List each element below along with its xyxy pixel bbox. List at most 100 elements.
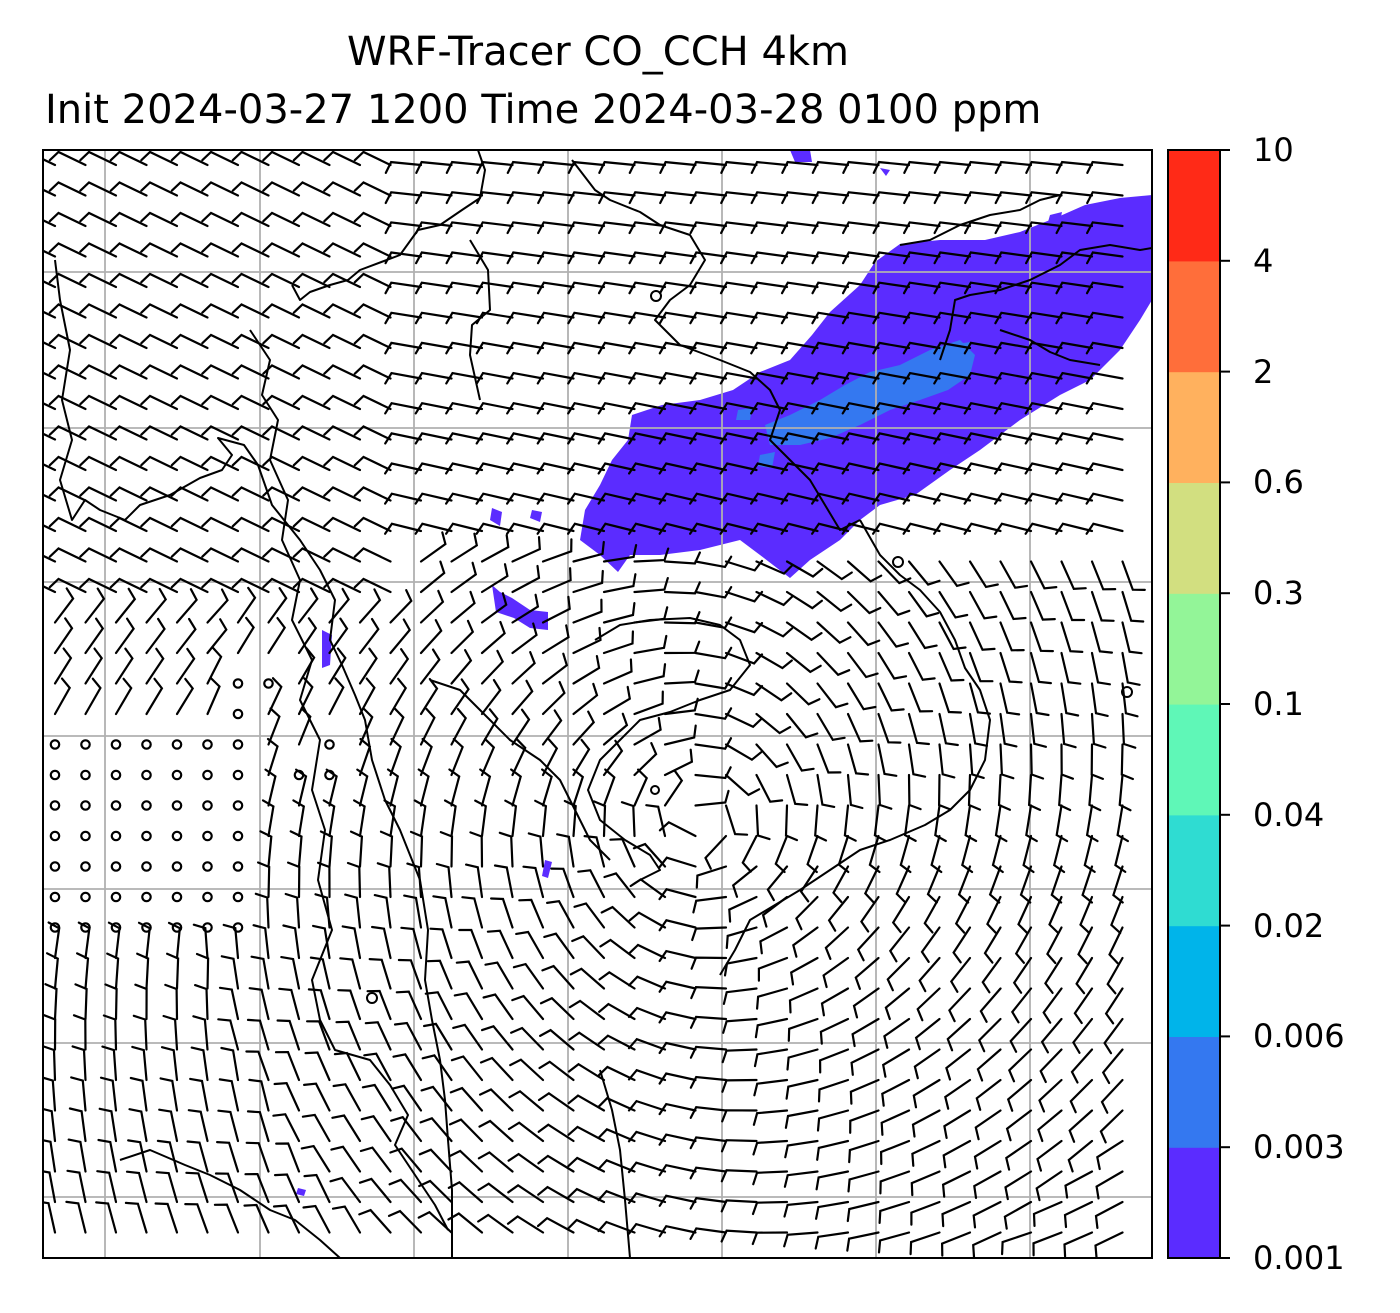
wind-barb	[963, 281, 1002, 295]
wind-barb	[994, 341, 1033, 355]
wind-barb	[567, 281, 606, 295]
wind-barb	[598, 251, 636, 265]
wind-barb	[964, 804, 978, 843]
wind-barb	[567, 371, 606, 385]
wind-barb	[515, 930, 545, 960]
wind-barb	[597, 1189, 636, 1204]
wind-barb	[159, 1077, 179, 1112]
wind-barb	[145, 647, 165, 685]
wind-barb	[387, 1209, 423, 1234]
wind-barb	[659, 191, 697, 205]
wind-barb	[48, 272, 87, 289]
wind-barb	[162, 1014, 179, 1051]
wind-barb	[1032, 1200, 1063, 1227]
wind-barb	[231, 181, 270, 197]
wind-barb	[963, 371, 1002, 385]
wind-barb	[597, 1096, 636, 1112]
wind-barb	[384, 462, 423, 475]
wind-barb	[1029, 590, 1056, 621]
wind-barb	[353, 486, 392, 502]
wind-barb	[384, 221, 423, 235]
colorbar-tick-label: 4	[1253, 241, 1274, 280]
colorbar-band	[1168, 1147, 1220, 1259]
wind-barb	[964, 160, 1002, 174]
wind-barb	[1024, 311, 1063, 325]
wind-barb	[1024, 371, 1063, 385]
wind-barb	[124, 1201, 148, 1234]
wind-barb	[477, 1213, 514, 1234]
wind-barb	[287, 861, 301, 899]
wind-barb	[789, 956, 819, 986]
coastline-mid	[429, 679, 611, 861]
wind-barb	[848, 1139, 880, 1164]
wind-barb	[541, 538, 573, 563]
wind-barb	[963, 401, 1002, 415]
wind-barb	[125, 1170, 148, 1204]
colorbar-tick-label: 0.04	[1253, 795, 1325, 834]
wind-barb	[418, 1179, 453, 1204]
wind-barb	[872, 432, 911, 445]
wind-barb	[1064, 1170, 1094, 1199]
wind-barb	[323, 303, 362, 319]
wind-barb	[786, 1048, 819, 1071]
wind-barb	[432, 895, 453, 929]
wind-barb	[379, 830, 394, 868]
wind-barb	[766, 865, 789, 902]
wind-barb	[724, 773, 761, 797]
wind-barb	[364, 1021, 392, 1051]
colorbar-band	[1168, 260, 1220, 373]
wind-barb	[658, 1133, 697, 1146]
wind-barb	[720, 191, 758, 205]
wind-barb	[659, 251, 697, 265]
wind-barb	[694, 766, 732, 780]
wind-barb	[1108, 926, 1124, 965]
wind-barb	[819, 1017, 850, 1045]
wind-barb	[48, 181, 87, 197]
wind-barb	[506, 311, 545, 325]
wind-barb	[358, 647, 378, 685]
wind-barb	[1121, 682, 1139, 718]
wind-barb	[262, 394, 301, 411]
calm-wind-marker	[141, 739, 152, 750]
wind-barb	[694, 616, 733, 630]
wind-barb	[1067, 1139, 1094, 1173]
wind-barb	[902, 492, 941, 505]
wind-barb	[145, 677, 164, 716]
wind-barb	[480, 738, 496, 777]
wind-barb	[445, 251, 484, 265]
wind-barb	[663, 581, 701, 595]
wind-barb	[1085, 522, 1124, 535]
wind-barb	[997, 773, 1011, 811]
wind-barb	[628, 311, 667, 325]
wind-barb	[114, 647, 134, 685]
wind-barb	[109, 516, 148, 533]
wind-barb	[304, 1051, 331, 1082]
wind-barb	[262, 516, 301, 533]
wind-barb	[406, 862, 423, 899]
wind-barb	[389, 677, 408, 716]
wind-barb	[1024, 432, 1063, 445]
wind-barb	[114, 617, 135, 655]
wind-barb	[201, 516, 240, 533]
wind-barb	[994, 492, 1033, 505]
wind-barb	[941, 1170, 972, 1198]
wind-barb	[303, 1173, 331, 1204]
wind-barb	[658, 856, 697, 869]
wind-barb	[872, 311, 911, 325]
wind-barb	[724, 743, 763, 762]
wind-barb	[781, 251, 819, 265]
wind-barb	[170, 486, 209, 502]
wind-barb	[109, 486, 148, 502]
wind-barb	[353, 242, 392, 258]
colorbar-tick-label: 0.02	[1253, 906, 1325, 945]
wind-barb	[129, 1076, 148, 1112]
wind-barb	[689, 1227, 728, 1240]
wind-barb	[448, 1149, 484, 1173]
wind-barb	[48, 577, 87, 594]
wind-barb	[170, 303, 209, 319]
wind-barb	[841, 281, 880, 295]
wind-barb	[384, 432, 423, 445]
wind-barb	[201, 303, 240, 319]
wind-barb	[328, 617, 349, 655]
calm-wind-marker	[110, 861, 122, 872]
